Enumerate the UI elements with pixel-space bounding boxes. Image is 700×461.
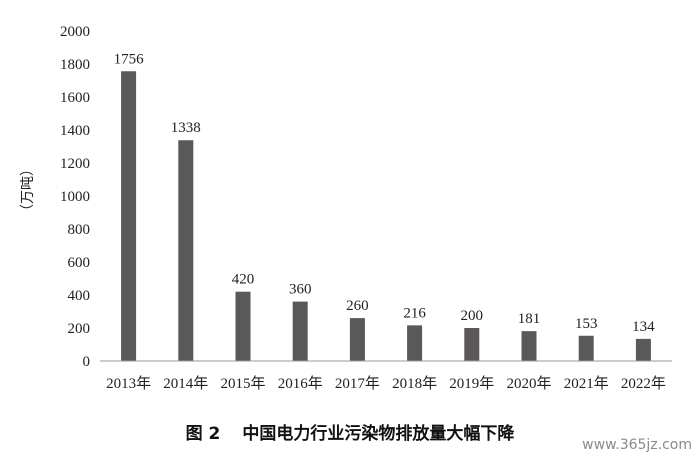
bar	[635, 338, 651, 361]
bar	[349, 318, 365, 361]
x-axis-ticks: 2013年 2014年 2015年 2016年 2017年 2018年 2019年 2020年…	[106, 375, 666, 392]
figure-caption: 图 2 中国电力行业污染物排放量大幅下降	[0, 419, 700, 444]
y-tick-label: 1200	[60, 156, 90, 172]
y-tick-label: 0	[83, 354, 91, 370]
y-tick-label: 400	[68, 288, 91, 304]
y-axis-label: （万吨）	[20, 162, 36, 218]
y-tick-label: 1800	[60, 57, 90, 73]
bar	[121, 71, 137, 361]
data-label: 360	[289, 282, 312, 298]
y-tick-label: 200	[68, 321, 91, 337]
data-label: 153	[575, 316, 598, 332]
y-axis-ticks: 0 200 400 600 800 1000 1200 1400 1600 1800 2000	[60, 24, 90, 370]
bar	[521, 331, 537, 361]
bars	[121, 71, 651, 361]
data-label: 1756	[114, 51, 145, 67]
data-label: 420	[232, 272, 255, 288]
x-tick-label: 2017年	[335, 375, 380, 392]
x-tick-label: 2015年	[220, 375, 265, 392]
y-tick-label: 2000	[60, 24, 90, 40]
x-tick-label: 2018年	[392, 375, 437, 392]
data-label: 1338	[171, 120, 201, 136]
data-label: 260	[346, 298, 369, 314]
bar	[578, 335, 594, 361]
data-label: 200	[461, 308, 484, 324]
x-tick-label: 2014年	[163, 375, 208, 392]
y-tick-label: 1600	[60, 90, 90, 106]
x-tick-label: 2016年	[278, 375, 323, 392]
bar	[292, 301, 308, 361]
bar	[407, 325, 423, 361]
watermark: www.365jz.com	[582, 437, 692, 453]
x-tick-label: 2013年	[106, 375, 151, 392]
data-label: 216	[403, 305, 426, 321]
x-tick-label: 2022年	[621, 375, 666, 392]
y-tick-label: 800	[68, 222, 91, 238]
data-label: 134	[632, 319, 655, 335]
data-labels: 1756 1338 420 360 260 216 200 181 153 134	[114, 51, 656, 335]
bar	[464, 328, 480, 361]
bar	[235, 291, 251, 361]
y-tick-label: 1400	[60, 123, 90, 139]
bar	[178, 140, 194, 361]
x-tick-label: 2019年	[449, 375, 494, 392]
x-tick-label: 2020年	[506, 375, 551, 392]
y-tick-label: 600	[68, 255, 91, 271]
x-tick-label: 2021年	[564, 375, 609, 392]
y-tick-label: 1000	[60, 189, 90, 205]
figure-number: 图 2	[185, 424, 221, 444]
bar-chart: 0 200 400 600 800 1000 1200 1400 1600 1800 2000 17…	[20, 24, 672, 392]
figure-title: 中国电力行业污染物排放量大幅下降	[242, 424, 515, 444]
data-label: 181	[518, 311, 541, 327]
